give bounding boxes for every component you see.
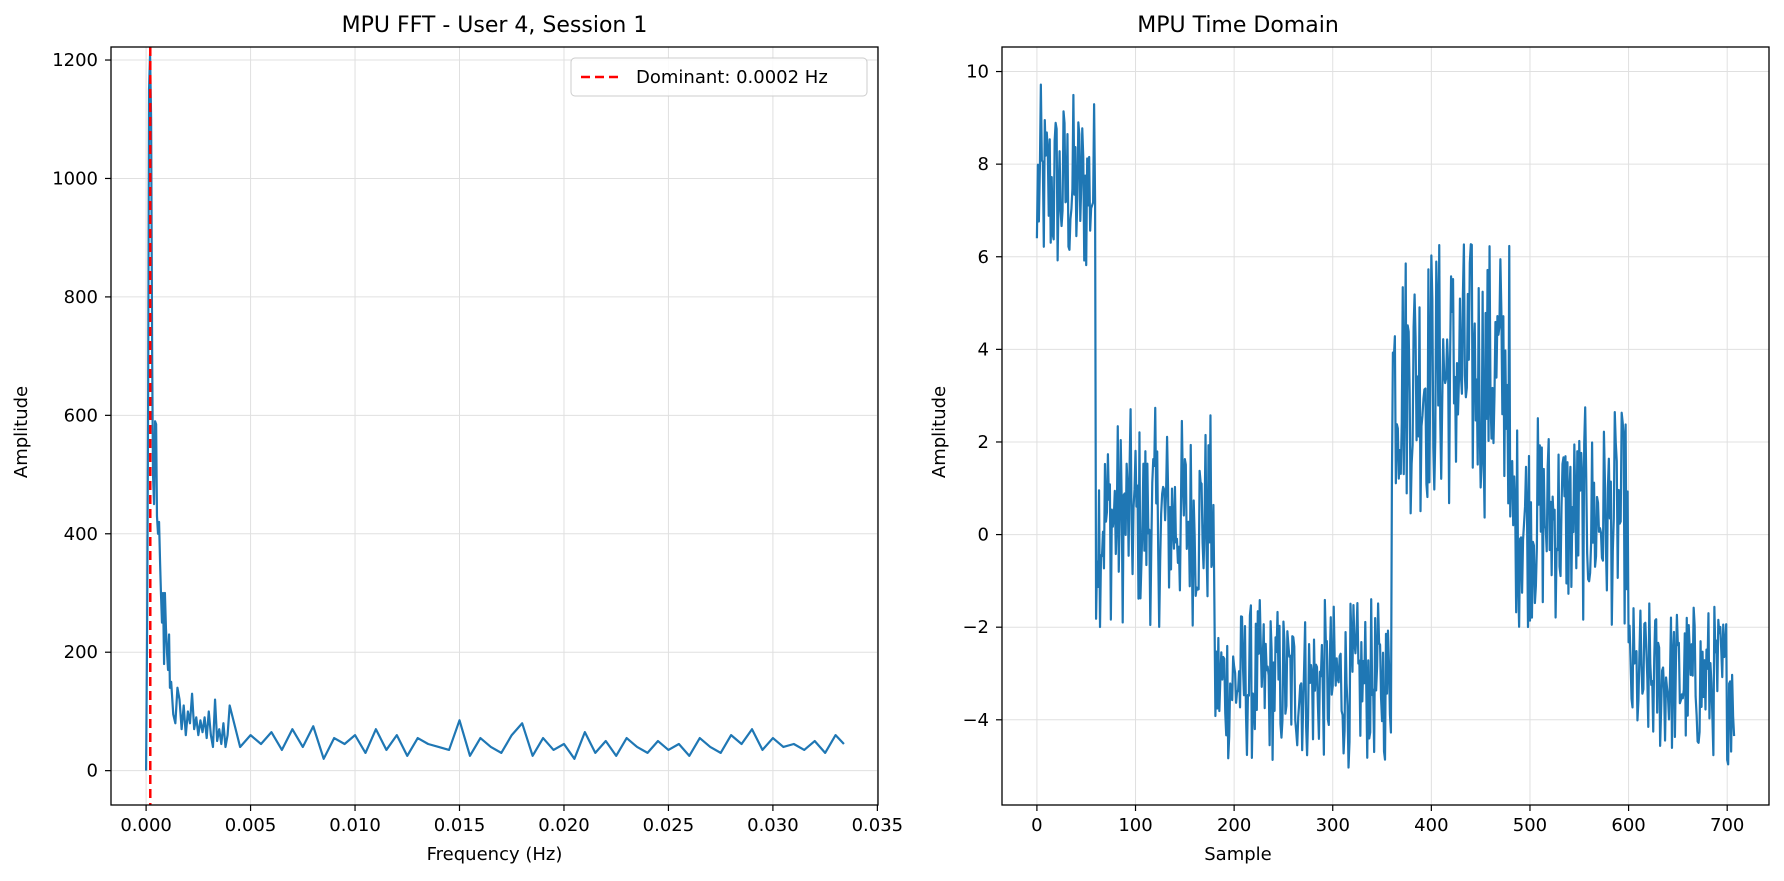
time-domain-x-tick-label: 400	[1414, 815, 1448, 836]
fft-y-tick-label: 800	[64, 287, 98, 308]
fft-x-tick-label: 0.035	[852, 815, 904, 836]
time-domain-x-tick-label: 0	[1031, 815, 1042, 836]
time-domain-x-tick-label: 600	[1611, 815, 1645, 836]
time-domain-y-tick-label: 10	[966, 62, 989, 83]
time-domain-axes-frame	[1001, 46, 1770, 806]
time-domain-y-tick-label: 2	[978, 432, 989, 453]
fft-y-tick-label: 600	[64, 405, 98, 426]
fft-series	[145, 47, 845, 805]
fft-axes-frame	[110, 46, 879, 806]
time-domain-chart-title: MPU Time Domain	[1137, 13, 1339, 38]
time-domain-x-tick-label: 500	[1513, 815, 1547, 836]
time-domain-y-tick-label: −4	[962, 710, 989, 731]
legend-entry-label: Dominant: 0.0002 Hz	[636, 67, 828, 88]
fft-x-tick-label: 0.000	[120, 815, 172, 836]
time-domain-y-tick-label: 4	[978, 339, 989, 360]
time-domain-y-axis-label: Amplitude	[929, 386, 950, 478]
time-domain-x-tick-label: 300	[1316, 815, 1350, 836]
time-domain-series	[1035, 83, 1736, 769]
fft-spectrum-line	[145, 53, 845, 771]
time-domain-x-tick-label: 100	[1118, 815, 1152, 836]
fft-axes: 0.000 0.005 0.010 0.015 0.020 0.025 0.030 0.035…	[52, 46, 904, 836]
fft-y-tick-label: 200	[64, 642, 98, 663]
time-domain-y-tick-label: 0	[978, 525, 989, 546]
fft-x-tick-label: 0.010	[329, 815, 381, 836]
fft-x-axis-label: Frequency (Hz)	[427, 844, 563, 865]
fft-x-tick-label: 0.025	[643, 815, 695, 836]
fft-x-tick-label: 0.005	[225, 815, 277, 836]
legend-box	[570, 57, 868, 97]
time-domain-axes: 0 100 200 300 400 500 600 700 −4 −2 0 2 4 6 8 10	[962, 46, 1770, 836]
fft-x-tick-label: 0.030	[747, 815, 799, 836]
time-domain-chart: MPU Time Domain 0 100 200 300 400 500 600 700−4…	[929, 13, 1770, 865]
fft-legend: Dominant: 0.0002 Hz	[570, 57, 868, 97]
fft-chart-title: MPU FFT - User 4, Session 1	[342, 13, 648, 38]
time-domain-x-axis-label: Sample	[1204, 844, 1272, 865]
fft-x-tick-label: 0.015	[434, 815, 486, 836]
fft-x-tick-label: 0.020	[538, 815, 590, 836]
time-domain-x-tick-label: 200	[1217, 815, 1251, 836]
time-domain-y-tick-label: 6	[978, 247, 989, 268]
fft-chart: MPU FFT - User 4, Session 1 0.000 0.005 0.…	[11, 13, 903, 865]
fft-y-tick-label: 1200	[52, 50, 98, 71]
time-domain-y-tick-label: 8	[978, 154, 989, 175]
time-domain-y-tick-label: −2	[962, 617, 989, 638]
fft-y-axis-label: Amplitude	[11, 386, 32, 478]
time-domain-x-tick-label: 700	[1710, 815, 1744, 836]
time-domain-signal-line	[1035, 83, 1736, 769]
fft-y-tick-label: 0	[87, 761, 98, 782]
fft-y-tick-label: 400	[64, 524, 98, 545]
fft-y-tick-label: 1000	[52, 168, 98, 189]
